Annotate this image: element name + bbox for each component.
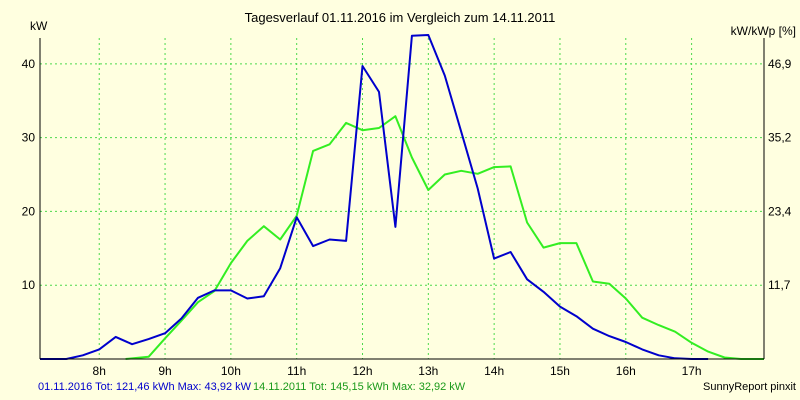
y-tick-label-right: 46,9	[768, 57, 792, 71]
x-tick-label: 9h	[158, 364, 171, 378]
y-tick-label-left: 40	[22, 57, 36, 71]
x-tick-label: 14h	[484, 364, 504, 378]
y-tick-label-right: 23,4	[768, 204, 792, 218]
y-tick-label-right: 11,7	[768, 278, 791, 292]
y-axis-right-label: kW/kWp [%]	[731, 24, 796, 38]
series-line-1	[40, 34, 709, 360]
axes: 8h 9h 10h 11h 12h 13h 14h 15h 16h 17h 10 20 30 40 11,7…	[22, 38, 792, 378]
y-tick-label-right: 35,2	[768, 131, 792, 145]
series-line-2	[125, 115, 764, 360]
series-layer	[40, 34, 764, 360]
x-tick-label: 16h	[616, 364, 636, 378]
y-tick-label-left: 10	[22, 278, 36, 292]
x-tick-label: 11h	[287, 364, 306, 378]
footer: 01.11.2016 Tot: 121,46 kWh Max: 43,92 kW…	[0, 381, 800, 397]
grid	[40, 38, 764, 359]
x-tick-label: 10h	[221, 364, 241, 378]
x-tick-label: 13h	[418, 364, 438, 378]
credit-label: SunnyReport pinxit	[703, 381, 796, 393]
y-axis-left-label: kW	[30, 19, 48, 33]
x-tick-label: 15h	[550, 364, 570, 378]
y-tick-label-left: 30	[22, 131, 36, 145]
y-tick-label-left: 20	[22, 204, 36, 218]
chart-title: Tagesverlauf 01.11.2016 im Vergleich zum…	[245, 10, 556, 25]
x-tick-label: 8h	[93, 364, 106, 378]
legend-series-2: 14.11.2011 Tot: 145,15 kWh Max: 32,92 kW	[253, 381, 466, 393]
x-tick-label: 12h	[352, 364, 372, 378]
x-tick-label: 17h	[682, 364, 702, 378]
legend-series-1: 01.11.2016 Tot: 121,46 kWh Max: 43,92 kW	[38, 381, 251, 393]
